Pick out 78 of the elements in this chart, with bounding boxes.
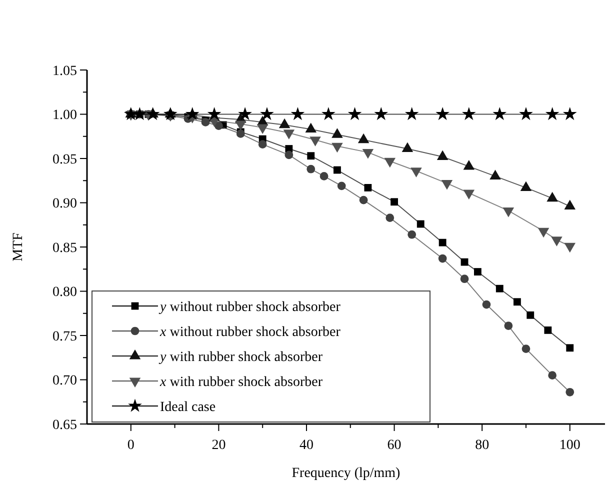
point <box>482 300 491 309</box>
x-tick-label: 40 <box>299 438 314 453</box>
point <box>416 220 424 228</box>
point <box>548 371 557 380</box>
point <box>305 122 317 133</box>
point <box>320 172 328 180</box>
point <box>374 106 388 120</box>
x-tick-label: 80 <box>475 438 490 453</box>
point <box>522 344 530 353</box>
point <box>238 106 252 120</box>
point <box>462 106 476 120</box>
point <box>562 106 577 120</box>
point <box>334 166 341 174</box>
y-tick-label: 0.65 <box>52 418 77 433</box>
y-tick-label: 1.00 <box>52 108 77 124</box>
point <box>460 274 469 284</box>
point <box>307 152 315 160</box>
legend-label: Ideal case <box>160 400 216 415</box>
point <box>545 106 560 120</box>
point <box>564 200 576 210</box>
point <box>526 311 534 319</box>
point <box>438 238 446 246</box>
point <box>284 150 294 160</box>
point <box>520 181 532 191</box>
point <box>260 106 274 120</box>
point <box>386 214 394 222</box>
point <box>546 192 558 202</box>
point <box>337 182 346 190</box>
point <box>438 254 447 263</box>
x-tick-label: 100 <box>559 438 580 453</box>
point <box>490 170 501 180</box>
point <box>408 230 416 239</box>
y-tick-label: 0.85 <box>52 240 77 256</box>
x-tick-label: 0 <box>127 438 134 453</box>
point <box>513 298 521 306</box>
legend-label: y without rubber shock absorber <box>158 300 341 315</box>
legend-label: x without rubber shock absorber <box>159 324 341 340</box>
legend-label: x with rubber shock absorber <box>159 374 323 390</box>
legend-label: y with rubber shock absorber <box>158 350 323 365</box>
x-axis-title: Frequency (lp/mm) <box>292 466 401 481</box>
point <box>436 106 450 120</box>
point <box>214 122 223 130</box>
point <box>306 164 316 174</box>
point <box>258 140 267 149</box>
point <box>544 326 552 334</box>
point <box>163 106 178 120</box>
y-tick-label: 0.80 <box>52 285 77 300</box>
x-tick-label: 20 <box>212 438 226 453</box>
y-tick-label: 0.70 <box>52 374 77 389</box>
point <box>474 268 482 276</box>
point <box>390 198 398 206</box>
point <box>460 258 468 266</box>
point <box>364 184 372 192</box>
point <box>436 150 448 160</box>
x-tick-label: 60 <box>387 438 402 453</box>
point <box>332 128 343 138</box>
y-tick-label: 0.90 <box>52 196 77 212</box>
y-tick-label: 0.95 <box>52 152 77 168</box>
y-tick-label: 0.75 <box>52 329 77 344</box>
point <box>358 133 370 144</box>
point <box>504 322 513 330</box>
point <box>207 106 222 120</box>
point <box>496 284 504 292</box>
point <box>321 106 336 120</box>
point <box>566 388 574 396</box>
point <box>463 160 475 170</box>
point <box>290 106 305 120</box>
y-tick-label: 1.05 <box>52 64 77 79</box>
point <box>492 106 507 120</box>
point <box>404 106 419 120</box>
point <box>402 142 414 152</box>
point <box>348 106 362 120</box>
point <box>519 106 533 120</box>
point <box>359 196 368 204</box>
point <box>566 344 574 352</box>
y-axis-title: MTF <box>11 232 26 262</box>
point <box>146 106 160 120</box>
point <box>278 118 290 128</box>
